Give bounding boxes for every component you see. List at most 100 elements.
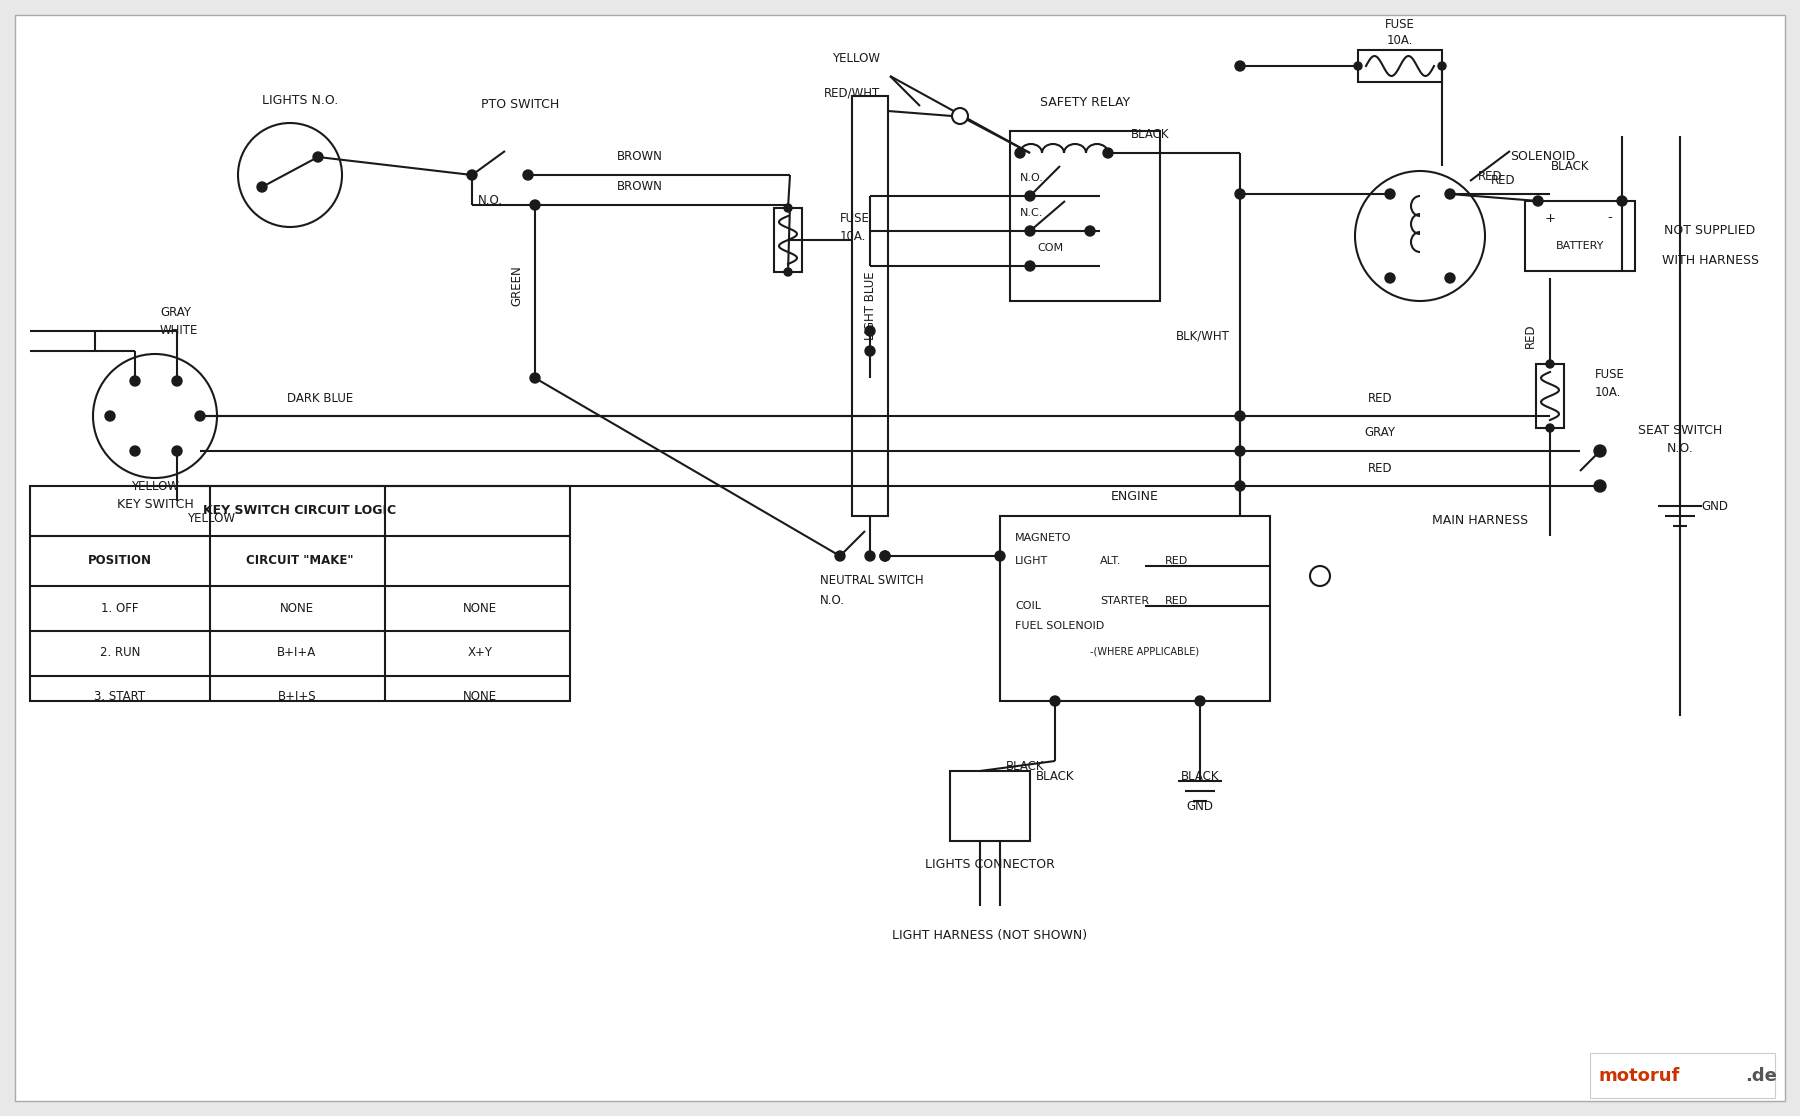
Text: BATTERY: BATTERY <box>1555 241 1604 251</box>
Text: SEAT SWITCH: SEAT SWITCH <box>1638 424 1723 437</box>
Circle shape <box>1103 148 1112 158</box>
Circle shape <box>529 373 540 383</box>
Text: BLACK: BLACK <box>1552 160 1589 173</box>
Text: -(WHERE APPLICABLE): -(WHERE APPLICABLE) <box>1091 646 1199 656</box>
Circle shape <box>173 376 182 386</box>
Bar <box>1357 50 1442 81</box>
Text: BLK/WHT: BLK/WHT <box>1175 329 1229 343</box>
Text: COM: COM <box>1037 243 1064 253</box>
Text: N.O.: N.O. <box>1667 443 1694 455</box>
Text: ENGINE: ENGINE <box>1111 490 1159 502</box>
Text: SAFETY RELAY: SAFETY RELAY <box>1040 96 1130 109</box>
Circle shape <box>1235 61 1246 71</box>
Circle shape <box>1015 148 1024 158</box>
Text: N.O.: N.O. <box>477 194 502 208</box>
Circle shape <box>866 346 875 356</box>
Text: -: - <box>1607 212 1613 224</box>
Bar <box>1525 201 1634 271</box>
Text: 1. OFF: 1. OFF <box>101 602 139 615</box>
Text: +: + <box>1544 212 1555 224</box>
Circle shape <box>880 551 889 561</box>
Bar <box>1001 516 1271 701</box>
Circle shape <box>1546 424 1553 432</box>
Text: GRAY: GRAY <box>1364 426 1395 440</box>
Text: STARTER: STARTER <box>1100 596 1148 606</box>
Text: RED: RED <box>1165 556 1188 566</box>
Circle shape <box>194 411 205 421</box>
Circle shape <box>785 268 792 276</box>
Text: YELLOW: YELLOW <box>187 512 236 526</box>
Text: .de: .de <box>1744 1067 1777 1085</box>
Text: BROWN: BROWN <box>617 151 662 164</box>
Text: RED: RED <box>1165 596 1188 606</box>
Circle shape <box>173 446 182 456</box>
Circle shape <box>1445 273 1454 283</box>
Text: Y: Y <box>175 446 180 455</box>
Text: 10A.: 10A. <box>841 231 866 243</box>
Text: 3. START: 3. START <box>94 690 146 702</box>
Circle shape <box>1616 196 1627 206</box>
Circle shape <box>1195 696 1204 706</box>
Text: BLACK: BLACK <box>1130 128 1170 142</box>
Circle shape <box>1534 196 1543 206</box>
Circle shape <box>313 152 322 162</box>
Circle shape <box>1235 411 1246 421</box>
Bar <box>774 208 803 272</box>
Text: GND: GND <box>1701 500 1728 512</box>
Circle shape <box>1595 445 1606 456</box>
Circle shape <box>1049 696 1060 706</box>
Text: B+I+A: B+I+A <box>277 646 317 660</box>
Circle shape <box>1384 189 1395 199</box>
Text: POSITION: POSITION <box>88 555 151 568</box>
Circle shape <box>1445 189 1454 199</box>
Text: MAGNETO: MAGNETO <box>1015 533 1071 543</box>
Text: NONE: NONE <box>463 690 497 702</box>
Text: B+I+S: B+I+S <box>277 690 317 702</box>
Text: RED: RED <box>1490 174 1516 187</box>
Text: RED: RED <box>1478 170 1503 183</box>
Circle shape <box>1438 62 1445 70</box>
Text: CIRCUIT "MAKE": CIRCUIT "MAKE" <box>247 555 355 568</box>
Circle shape <box>1310 566 1330 586</box>
Circle shape <box>1024 261 1035 271</box>
Circle shape <box>1024 227 1035 235</box>
Bar <box>31 485 571 701</box>
Circle shape <box>466 170 477 180</box>
Text: YELLOW: YELLOW <box>131 480 178 492</box>
Bar <box>851 96 887 516</box>
Text: X: X <box>175 376 180 385</box>
Circle shape <box>104 411 115 421</box>
Text: A: A <box>106 412 113 421</box>
Text: BLACK: BLACK <box>1181 770 1219 782</box>
Circle shape <box>1354 62 1363 70</box>
Text: GREEN: GREEN <box>511 266 524 307</box>
Circle shape <box>995 551 1004 561</box>
Circle shape <box>529 200 540 210</box>
Circle shape <box>785 204 792 212</box>
Text: NOT SUPPLIED: NOT SUPPLIED <box>1665 224 1755 238</box>
Text: FUEL SOLENOID: FUEL SOLENOID <box>1015 620 1103 631</box>
Text: RED: RED <box>1523 324 1537 348</box>
Circle shape <box>1595 480 1606 492</box>
Bar <box>1010 131 1159 301</box>
Text: LIGHTS N.O.: LIGHTS N.O. <box>261 94 338 106</box>
Circle shape <box>524 170 533 180</box>
Text: WHITE: WHITE <box>160 325 198 337</box>
Text: NONE: NONE <box>463 602 497 615</box>
Text: S: S <box>131 376 139 385</box>
Text: RED/WHT: RED/WHT <box>824 87 880 99</box>
Bar <box>1535 364 1564 429</box>
Text: DARK BLUE: DARK BLUE <box>286 392 353 404</box>
Text: KEY SWITCH: KEY SWITCH <box>117 498 193 510</box>
Text: PTO SWITCH: PTO SWITCH <box>481 98 560 112</box>
Text: FUSE: FUSE <box>1595 367 1625 381</box>
Text: X+Y: X+Y <box>468 646 493 660</box>
Text: LIGHT BLUE: LIGHT BLUE <box>864 271 877 340</box>
Text: 2. RUN: 2. RUN <box>99 646 140 660</box>
Text: BLACK: BLACK <box>1006 760 1044 772</box>
Circle shape <box>866 551 875 561</box>
Text: GRAY: GRAY <box>160 307 191 319</box>
Circle shape <box>1384 273 1395 283</box>
Text: GND: GND <box>1186 799 1213 812</box>
Text: ALT.: ALT. <box>1100 556 1121 566</box>
